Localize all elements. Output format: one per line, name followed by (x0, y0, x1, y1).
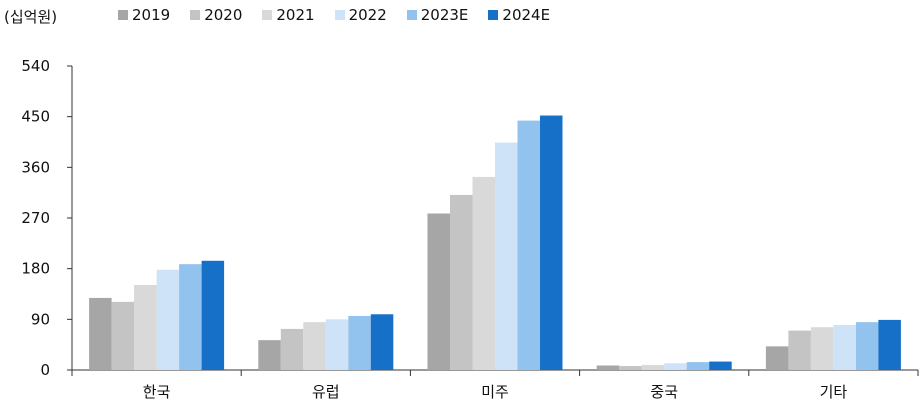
legend-swatch (406, 10, 417, 20)
legend-swatch (334, 10, 345, 20)
bar (596, 365, 620, 370)
bar (450, 194, 473, 370)
bar (325, 319, 349, 370)
legend-label: 2019 (132, 6, 171, 24)
legend-label: 2020 (204, 6, 243, 24)
category-label: 유럽 (312, 383, 340, 401)
bar (619, 366, 642, 370)
category-label: 미주 (481, 383, 509, 401)
bar (280, 328, 304, 370)
bar (472, 176, 495, 370)
bar (810, 327, 834, 370)
bar (664, 363, 687, 370)
legend: 2019 2020 2021 2022 2023E 2024E (118, 6, 570, 24)
bar (89, 297, 112, 370)
legend-label: 2024E (502, 6, 551, 24)
legend-item: 2024E (488, 6, 550, 24)
legend-label: 2021 (276, 6, 315, 24)
bar (156, 269, 180, 370)
bar (370, 314, 394, 370)
bar (788, 330, 811, 370)
legend-item: 2023E (406, 6, 469, 24)
legend-item: 2020 (190, 6, 242, 24)
bar (855, 322, 879, 370)
bar (765, 346, 789, 370)
bar (686, 362, 710, 370)
bar (641, 364, 665, 370)
bar (427, 213, 450, 370)
y-tick-label: 540 (21, 57, 50, 75)
bar (201, 260, 225, 370)
legend-swatch (488, 10, 499, 20)
bar (833, 324, 856, 370)
y-tick-label: 360 (21, 158, 50, 176)
legend-item: 2021 (262, 6, 315, 24)
bar (348, 315, 371, 370)
bar (495, 142, 518, 370)
bar (878, 319, 901, 370)
bar (258, 340, 281, 370)
bar (179, 264, 202, 370)
bar (517, 120, 540, 370)
bar (134, 284, 157, 370)
legend-swatch (190, 10, 201, 20)
bar (540, 115, 563, 370)
bar (111, 301, 135, 370)
y-tick-label: 90 (31, 310, 50, 328)
legend-label: 2023E (420, 6, 469, 24)
legend-item: 2019 (118, 6, 170, 24)
y-tick-label: 270 (21, 209, 50, 227)
bar (303, 322, 326, 370)
y-tick-label: 0 (40, 361, 50, 379)
category-label: 기타 (820, 383, 848, 401)
legend-item: 2022 (334, 6, 387, 24)
y-tick-label: 450 (21, 108, 50, 126)
category-label: 중국 (650, 383, 678, 401)
legend-swatch (118, 10, 128, 20)
y-tick-label: 180 (21, 260, 50, 278)
unit-label: (십억원) (4, 8, 58, 26)
legend-label: 2022 (348, 6, 387, 24)
legend-swatch (262, 10, 273, 20)
bar (709, 361, 732, 370)
category-label: 한국 (143, 383, 171, 401)
